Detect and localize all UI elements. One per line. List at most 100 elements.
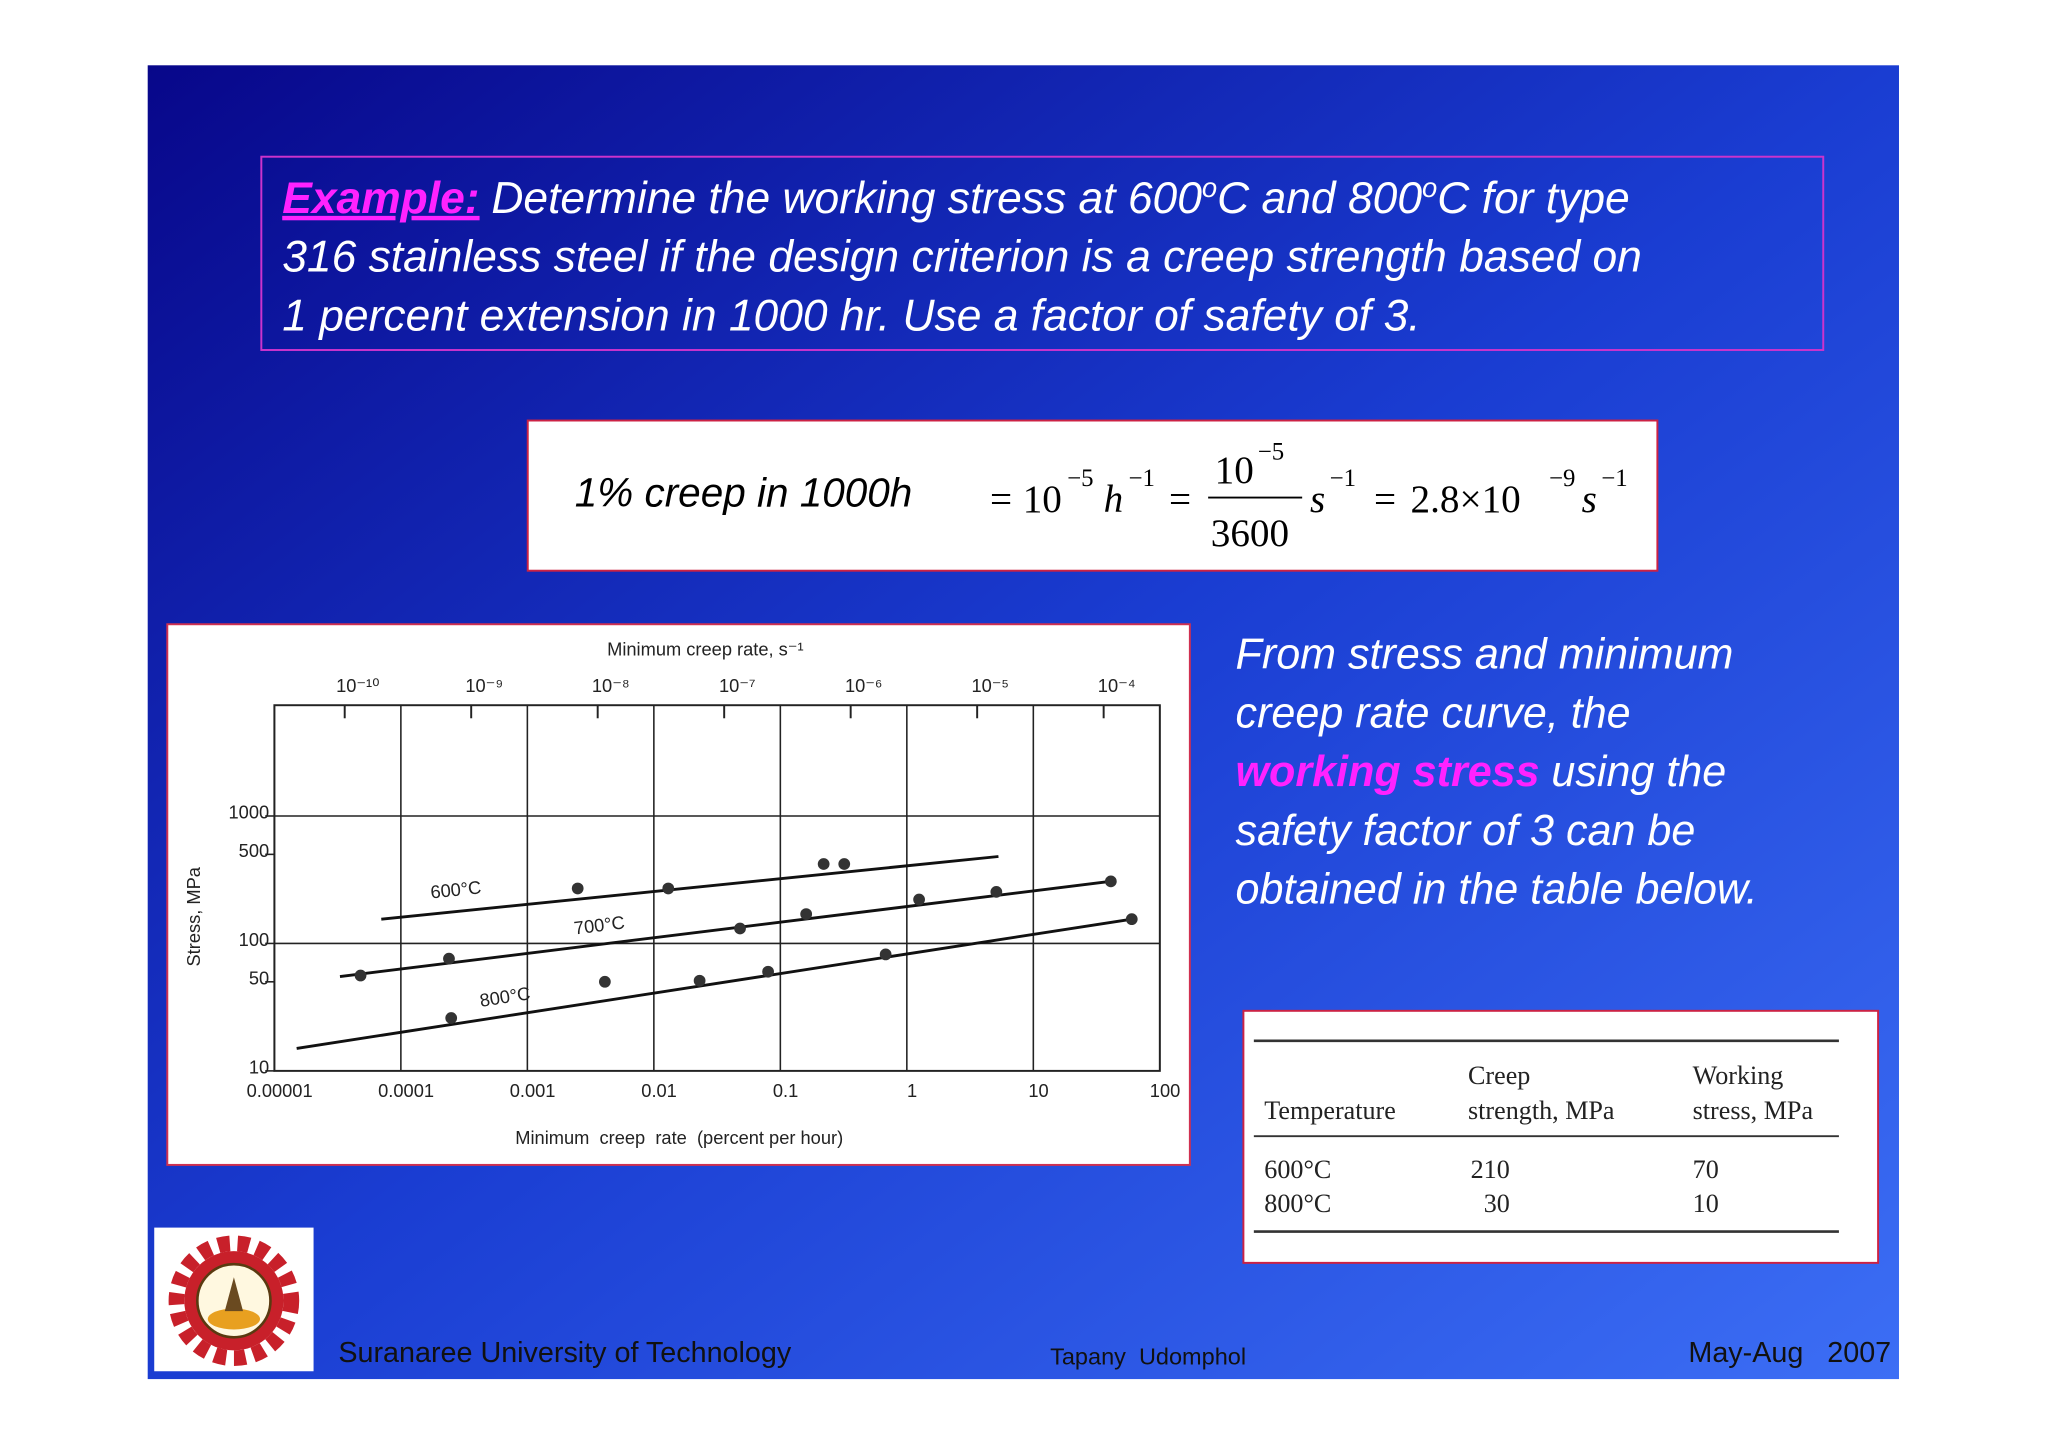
description-text: using the [1551,748,1726,796]
x-tick-label: 1 [907,1080,917,1101]
data-point [693,974,706,987]
data-point [879,948,892,961]
data-point [817,858,830,870]
exponent: −1 [1601,465,1627,492]
description-line: working stress using the [1236,748,1727,796]
table-cell: 210 [1471,1155,1510,1184]
unit: s [1310,478,1325,521]
y-axis-title: Stress, MPa [183,866,204,966]
chart-box [166,623,1191,1166]
equals: = [1374,478,1396,521]
x-tick-label: 0.01 [641,1080,677,1101]
x2-tick-label: 10⁻⁷ [719,675,756,696]
table-header: Creep [1468,1061,1530,1090]
description-line: safety factor of 3 can be [1236,807,1696,855]
data-point [443,952,455,965]
data-point [354,969,367,982]
y-tick-label: 10 [249,1056,269,1077]
data-point [598,975,611,988]
table-header: stress, MPa [1693,1096,1814,1125]
data-point [571,882,584,895]
equals: = [990,478,1012,521]
fit-line [296,917,1132,1050]
x-tick-label: 10 [1028,1080,1048,1101]
table-header: Working [1693,1061,1784,1090]
table-cell: 600°C [1264,1155,1331,1184]
example-box [260,155,1825,351]
data-point [445,1012,458,1024]
example-text: C for type [1437,174,1629,223]
table-cell: 800°C [1264,1189,1331,1218]
data-point [1125,913,1138,926]
equation: = 10 −5 h −1 = 10 −5 3600 s −1 = 2.8×10 … [990,439,1628,555]
superscript: o [1422,172,1437,203]
unit: s [1582,478,1597,521]
x-tick-label: 0.1 [773,1080,798,1101]
data-point [913,893,925,906]
example-line: 316 stainless steel if the design criter… [282,233,1642,282]
data-point [734,922,746,935]
x2-axis-title: Minimum creep rate, s⁻¹ [607,639,803,660]
series-label: 600°C [429,876,482,902]
equals: = [1169,478,1191,521]
data-point [800,908,813,920]
x2-tick-label: 10⁻⁹ [465,675,503,696]
table-header: strength, MPa [1468,1096,1615,1125]
logo [154,1227,314,1372]
y-tick-label: 50 [249,967,269,988]
exponent: −9 [1549,465,1575,492]
x2-tick-label: 10⁻⁸ [592,675,630,696]
coefficient: 2.8×10 [1411,478,1521,521]
table-cell: 70 [1693,1155,1719,1184]
description-line: obtained in the table below. [1236,866,1758,914]
data-point [662,882,675,895]
x-tick-label: 0.0001 [378,1080,434,1101]
fit-line [339,879,1112,978]
logo-emblem [207,1308,261,1330]
x-tick-label: 0.00001 [247,1080,313,1101]
x2-tick-label: 10⁻¹⁰ [336,675,379,696]
table-header: Temperature [1264,1096,1396,1125]
exponent: −5 [1067,465,1093,492]
denominator: 3600 [1211,512,1289,555]
y-tick-label: 500 [239,840,269,861]
fit-line [381,855,999,921]
unit: h [1104,478,1124,521]
example-label: Example: [282,174,479,223]
logo-emblem [224,1277,244,1312]
exponent: −1 [1330,465,1356,492]
x2-tick-label: 10⁻⁶ [845,675,882,696]
y-tick-label: 100 [239,929,269,950]
x2-tick-label: 10⁻⁴ [1098,675,1136,696]
equation-label: 1% creep in 1000h [575,470,912,516]
base: 10 [1023,478,1062,521]
data-point [990,885,1003,898]
exponent: −1 [1128,465,1154,492]
highlight: working stress [1236,748,1540,796]
chart: 0.00001 0.0001 0.001 0.01 0.1 1 10 100 10⁻¹⁰ 10⁻⁹… [183,639,1180,1148]
x-tick-label: 0.001 [510,1080,556,1101]
x-axis-title: Minimum creep rate (percent per hour) [515,1127,843,1148]
logo-gear-teeth [168,1235,300,1367]
table-cell: 10 [1693,1189,1719,1218]
exponent: −5 [1258,439,1284,466]
y-tick-label: 1000 [229,802,270,823]
footer-date: May-Aug 2007 [1688,1337,1891,1369]
x-tick-label: 100 [1150,1080,1180,1101]
numerator: 10 [1215,449,1254,492]
data-point [762,965,774,978]
x2-tick-label: 10⁻⁵ [971,675,1009,696]
example-line: Example: Determine the working stress at … [282,172,1630,223]
table: Temperature Creep strength, MPa Working stre… [1253,1039,1839,1233]
footer-institution: Suranaree University of Technology [338,1337,791,1369]
description-line: From stress and minimum [1236,631,1734,679]
footer-author: Tapany Udomphol [1050,1344,1246,1370]
example-text: Determine the working stress at 600 [491,174,1202,223]
description-line: creep rate curve, the [1236,689,1631,737]
example-line: 1 percent extension in 1000 hr. Use a fa… [282,291,1420,340]
table-cell: 30 [1484,1189,1510,1218]
superscript: o [1202,172,1217,203]
data-point [1104,875,1117,888]
